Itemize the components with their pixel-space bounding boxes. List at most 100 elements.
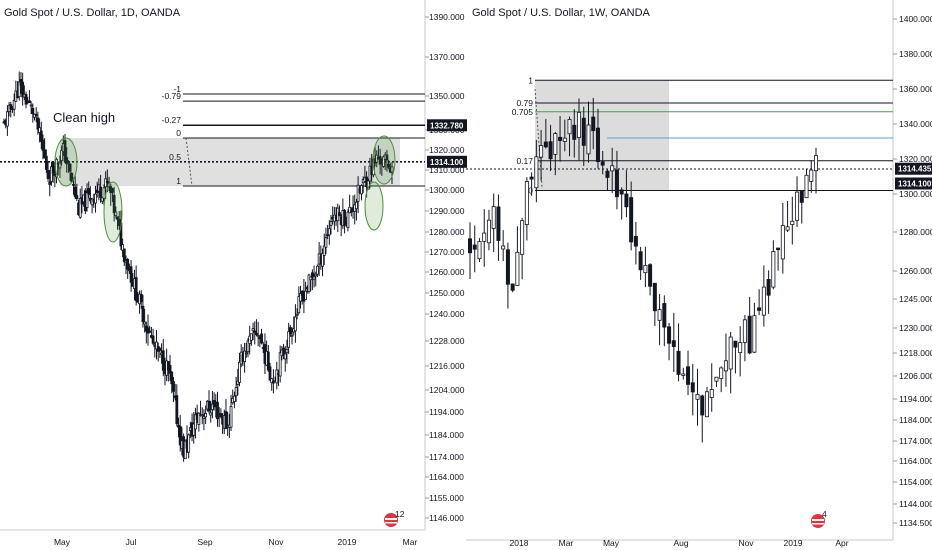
candle-body <box>51 162 55 174</box>
candle <box>199 400 202 417</box>
candle <box>543 119 548 149</box>
x-tick-label: Nov <box>738 538 754 548</box>
candle-body <box>681 373 686 376</box>
candle <box>667 322 672 361</box>
candle-body <box>197 412 201 425</box>
candle-body <box>295 313 299 316</box>
candle <box>600 151 605 175</box>
candle-body <box>524 181 529 225</box>
candle <box>209 400 213 423</box>
candle <box>562 119 567 152</box>
candle-body <box>290 334 294 337</box>
candle-body <box>327 228 331 236</box>
candle-body <box>139 293 143 303</box>
candle-body <box>224 411 228 429</box>
y-tick-label: 1164.000 <box>429 472 464 482</box>
candle-body <box>360 185 363 195</box>
candle <box>243 342 246 373</box>
candle <box>307 273 311 294</box>
candle-body <box>48 181 52 185</box>
candle-body <box>285 348 289 354</box>
candle <box>229 394 233 432</box>
candle-body <box>50 166 53 182</box>
candle-body <box>747 315 752 354</box>
candle <box>134 265 138 306</box>
candle <box>183 440 187 460</box>
candle-body <box>548 141 553 160</box>
candle <box>738 326 743 377</box>
candle <box>297 286 301 315</box>
candle-body <box>610 165 615 172</box>
left-price-tags: 1332.780 1314.100 <box>427 119 467 168</box>
candle <box>282 343 285 360</box>
candle <box>312 265 316 288</box>
y-tick-label: 1146.000 <box>429 513 464 523</box>
candle <box>285 339 289 364</box>
candle <box>349 207 353 217</box>
candle <box>348 194 352 214</box>
candle-body <box>324 237 328 248</box>
candle-body <box>100 196 104 202</box>
y-tick-label: 1310.000 <box>429 165 465 175</box>
candle <box>378 148 382 175</box>
y-tick-label: 1240.000 <box>429 309 465 319</box>
candle-body <box>304 290 307 300</box>
candle-body <box>43 149 47 159</box>
candle <box>187 433 191 459</box>
candle-body <box>116 216 119 220</box>
candle-body <box>690 382 695 393</box>
left-flag-icon[interactable]: 12 <box>384 509 405 527</box>
candle-body <box>586 124 591 155</box>
candle <box>100 196 104 204</box>
candle <box>785 200 790 232</box>
candle-body <box>491 206 496 229</box>
candle-body <box>567 119 572 135</box>
candle <box>253 321 257 345</box>
candle <box>633 221 638 265</box>
price-tag-box <box>427 119 467 132</box>
candle <box>586 101 591 163</box>
candle <box>121 238 125 258</box>
y-tick-label: 1174.000 <box>899 436 932 446</box>
candle <box>122 248 126 266</box>
candle-body <box>310 272 314 278</box>
right-flag-icon[interactable]: 4 <box>811 509 827 528</box>
y-tick-label: 1390.000 <box>429 12 465 22</box>
candle <box>795 176 800 227</box>
candle <box>41 134 45 160</box>
candle <box>780 202 785 274</box>
candle <box>256 321 260 347</box>
candle-body <box>246 340 250 353</box>
candle <box>477 238 482 263</box>
price-tag-label: 1314.100 <box>430 158 464 167</box>
candle-body <box>814 155 819 172</box>
y-tick-label: 1174.000 <box>429 452 464 462</box>
candle-body <box>312 276 316 280</box>
candle-body <box>501 245 506 250</box>
candle-body <box>63 140 67 162</box>
candle-body <box>704 391 709 418</box>
candle <box>356 176 360 214</box>
candle-body <box>102 187 106 199</box>
candle <box>287 322 291 354</box>
candle-body <box>73 186 77 197</box>
candle <box>790 196 795 245</box>
candle <box>60 145 64 166</box>
candle <box>382 155 385 168</box>
candle <box>610 147 615 194</box>
candle-body <box>172 381 175 392</box>
candle-body <box>146 327 150 334</box>
y-tick-label: 1218.000 <box>899 348 932 358</box>
y-tick-label: 1194.000 <box>429 407 464 417</box>
candle-body <box>600 161 605 166</box>
candle <box>605 169 610 191</box>
candle-body <box>119 222 123 247</box>
candle-body <box>804 174 809 199</box>
candle-body <box>652 282 657 312</box>
fib-label: 0 <box>528 186 533 196</box>
candle <box>553 132 558 176</box>
x-tick-label: Mar <box>403 537 418 547</box>
candle <box>126 257 130 279</box>
candle-body <box>229 406 233 428</box>
